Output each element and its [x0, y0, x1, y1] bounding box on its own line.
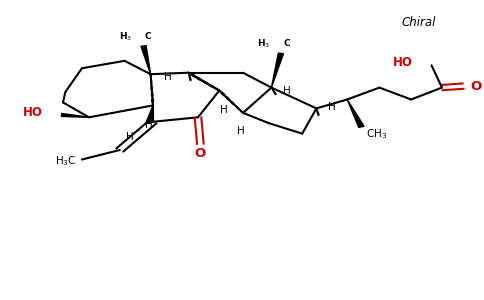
Text: CH$_3$: CH$_3$: [366, 127, 387, 141]
Text: H: H: [237, 126, 244, 136]
Text: H: H: [220, 105, 228, 115]
Text: H$_3$C: H$_3$C: [55, 154, 76, 168]
Text: Chiral: Chiral: [401, 16, 436, 29]
Text: H: H: [126, 132, 134, 142]
Text: HO: HO: [23, 106, 43, 119]
Polygon shape: [347, 100, 364, 128]
Polygon shape: [141, 46, 151, 74]
Polygon shape: [146, 105, 153, 124]
Text: H$_3$: H$_3$: [119, 30, 132, 43]
Text: H: H: [145, 120, 153, 130]
Text: H$_3$: H$_3$: [257, 38, 271, 50]
Polygon shape: [61, 113, 89, 117]
Text: O: O: [470, 80, 482, 93]
Text: H: H: [283, 86, 291, 96]
Text: C: C: [145, 32, 151, 41]
Text: C: C: [283, 39, 290, 48]
Text: HO: HO: [393, 56, 412, 69]
Text: H: H: [164, 72, 172, 82]
Polygon shape: [272, 53, 284, 88]
Text: H: H: [328, 102, 336, 112]
Text: O: O: [195, 147, 206, 160]
